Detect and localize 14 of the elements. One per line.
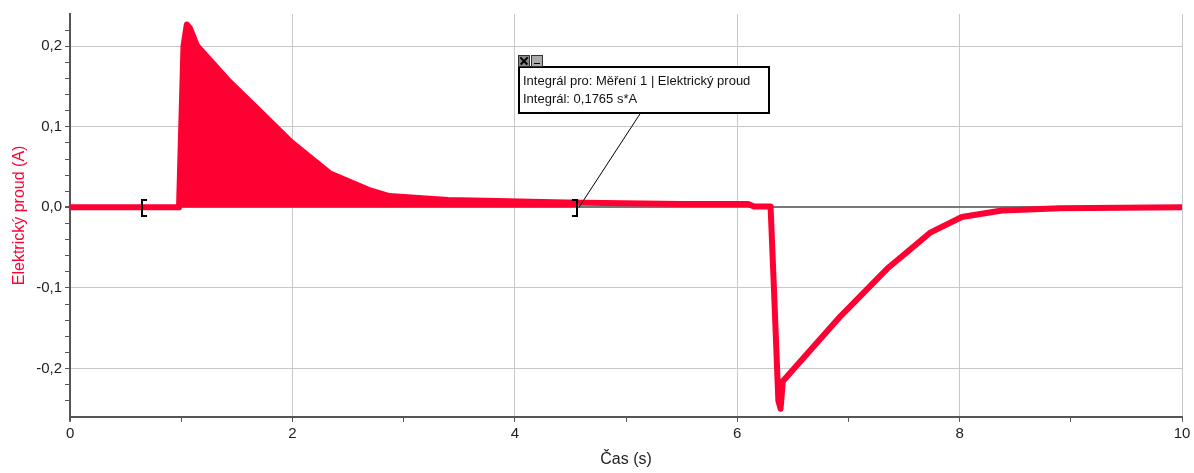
annotation: Integrál pro: Měření 1 | Elektrický proud Integrál: 0,1765 s*A	[517, 66, 771, 115]
x-axis-title: Čas (s)	[600, 448, 652, 467]
y-tick-label: 0,1	[41, 116, 63, 134]
x-tick-label: 4	[510, 423, 519, 441]
x-tick-label: 8	[955, 423, 964, 441]
y-tick-label: 0,2	[41, 36, 63, 54]
y-tick-label: -0,1	[36, 278, 63, 296]
y-tick-label: 0,0	[41, 197, 63, 215]
x-tick-label: 2	[288, 423, 297, 441]
y-axis-title: Elektrický proud (A)	[10, 145, 28, 286]
x-tick-label: 10	[1173, 423, 1191, 441]
x-tick-label: 0	[65, 423, 75, 441]
y-tick-label: -0,2	[36, 358, 63, 376]
x-tick-label: 6	[733, 423, 742, 441]
